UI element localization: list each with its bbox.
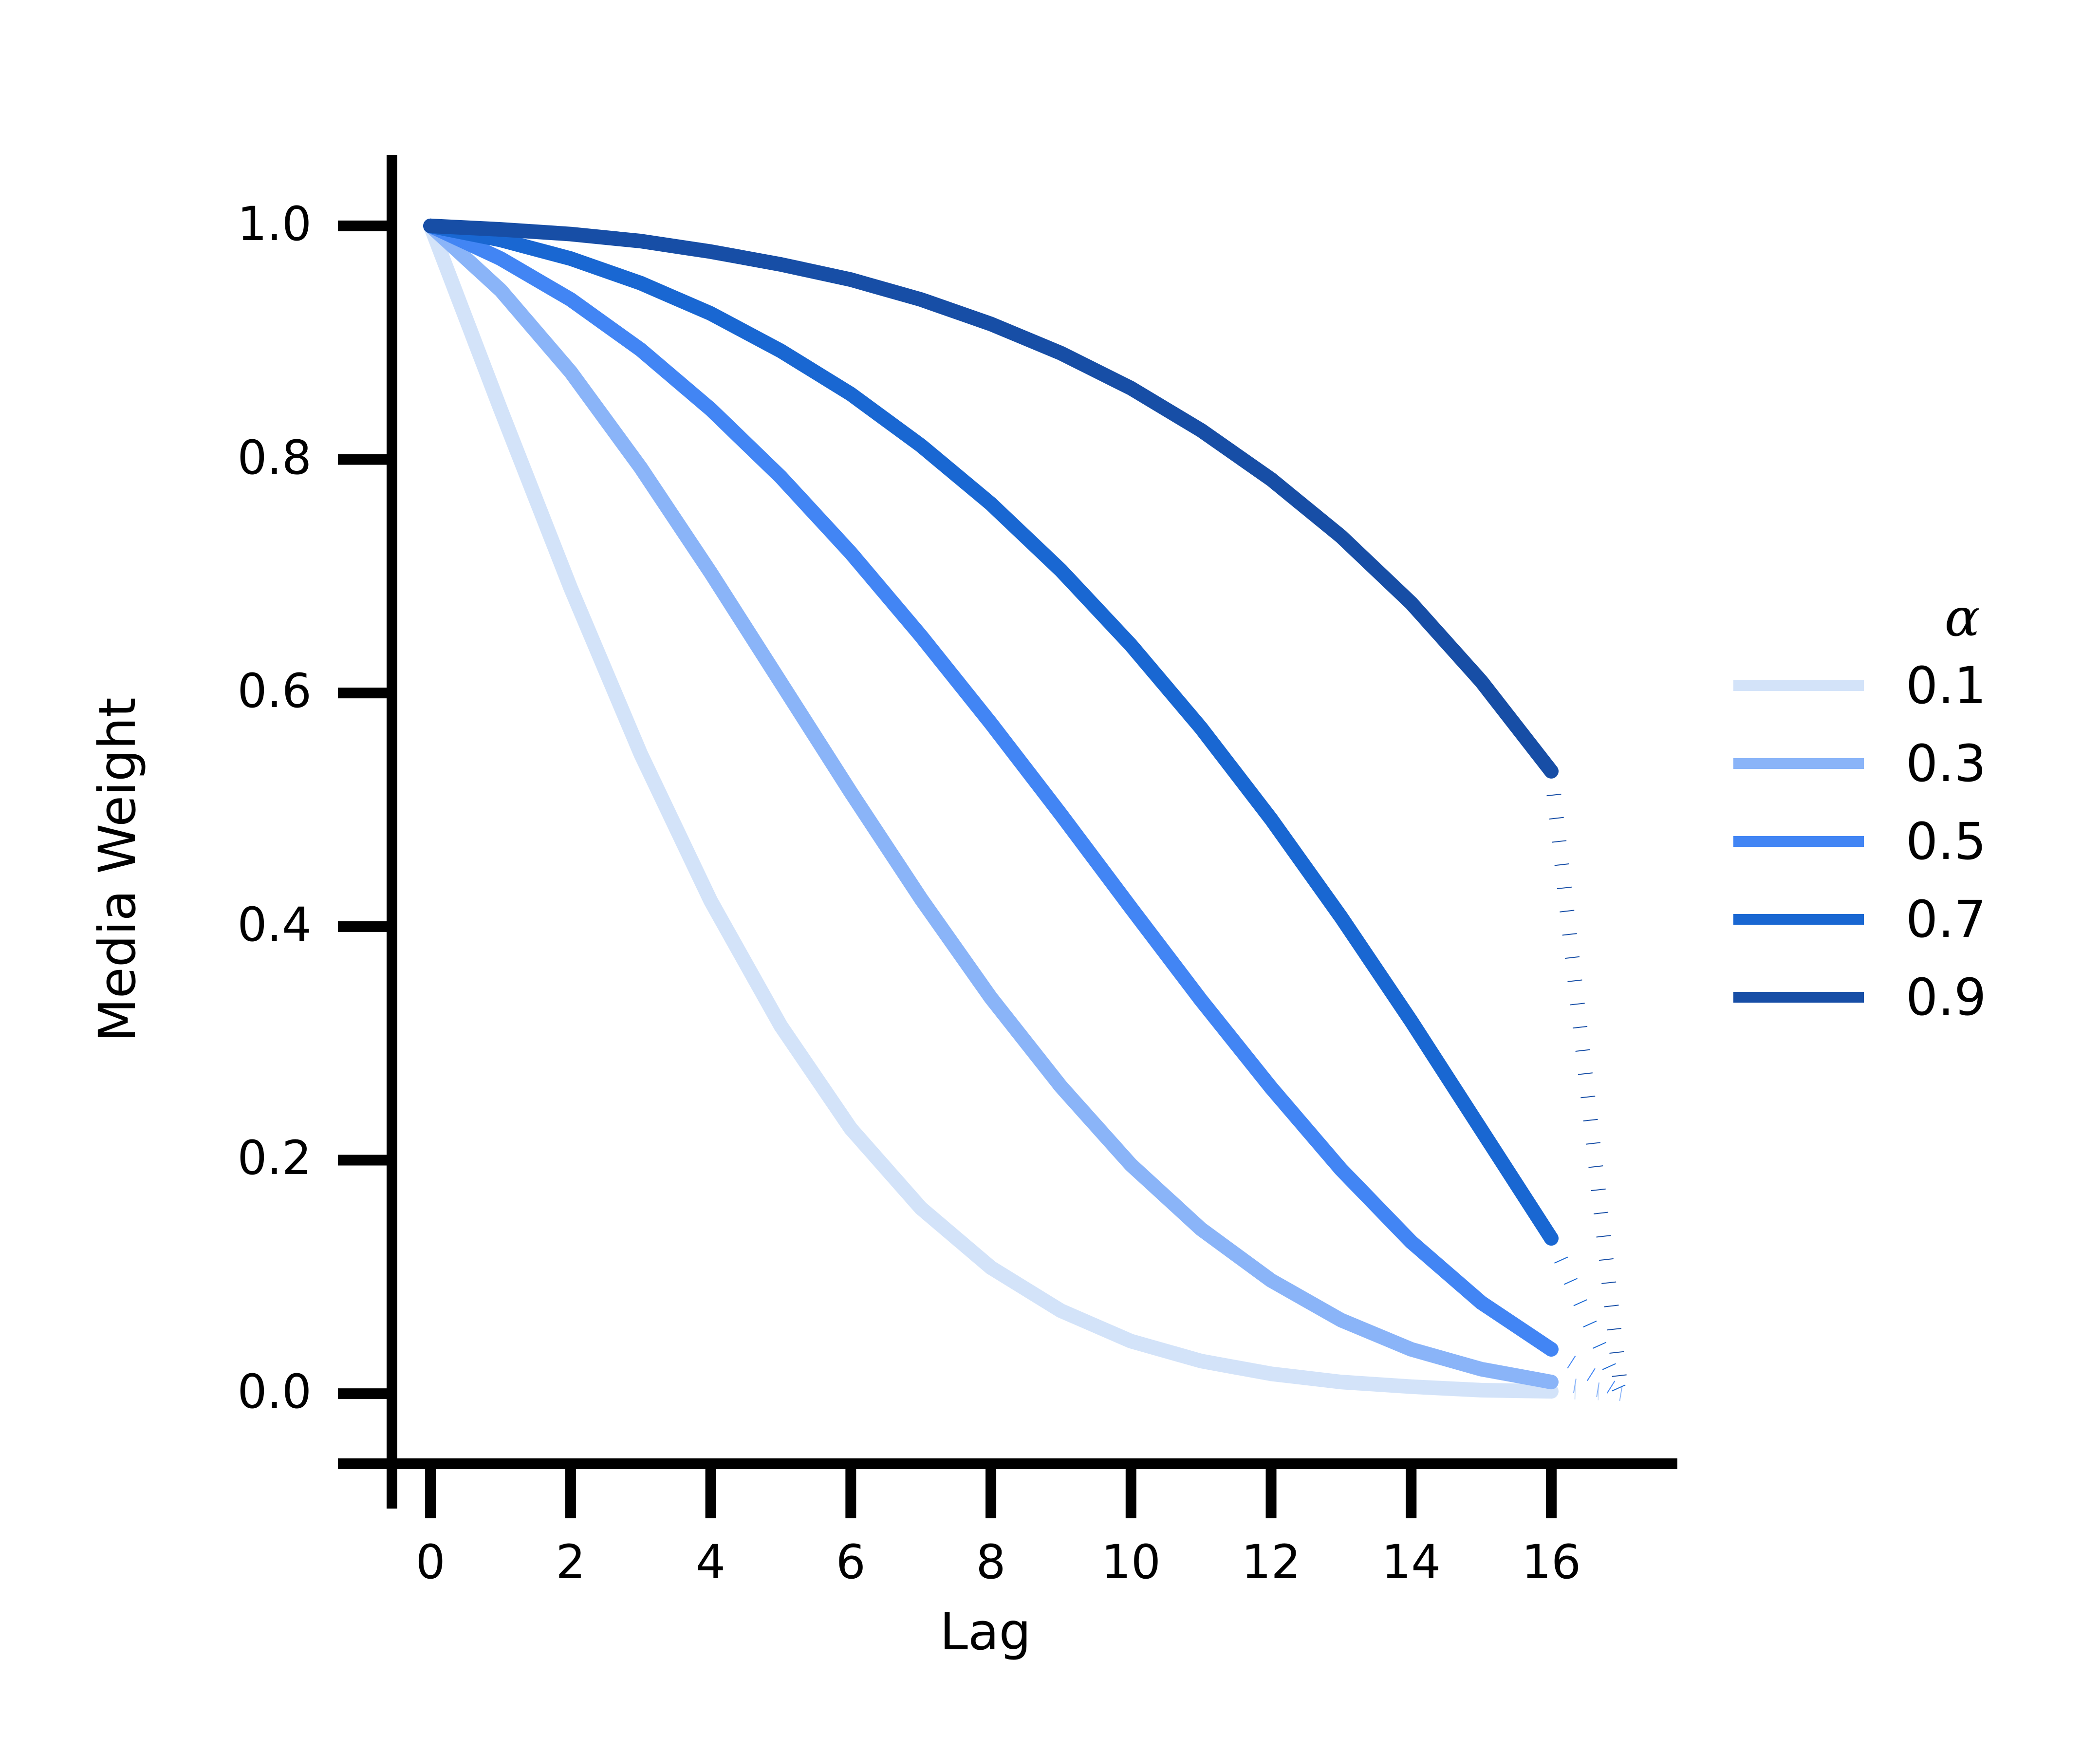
x-axis-label: Lag [940,1602,1031,1661]
legend-color-swatch [1733,758,1864,769]
y-tick-label: 0.6 [237,664,312,719]
legend-entry-label: 0.1 [1906,656,1987,715]
legend-color-swatch [1733,836,1864,847]
legend-entry[interactable]: 0.3 [1733,727,2074,800]
legend-entry-label: 0.9 [1906,968,1987,1027]
x-tick-label: 4 [696,1535,726,1589]
x-tick-label: 12 [1241,1535,1301,1589]
legend-entry[interactable]: 0.7 [1733,883,2074,956]
legend-entry[interactable]: 0.5 [1733,805,2074,878]
legend-title: α [1944,587,1980,648]
x-tick-label: 16 [1521,1535,1581,1589]
y-tick-label: 0.2 [237,1131,312,1186]
legend-entry-label: 0.7 [1906,890,1987,949]
legend-color-swatch [1733,992,1864,1003]
legend-color-swatch [1733,680,1864,691]
legend-entry[interactable]: 0.9 [1733,961,2074,1034]
y-tick-label: 1.0 [237,196,312,251]
series-curves [423,218,1629,1401]
legend: α 0.1 0.3 0.5 0.7 0.9 [1733,592,2074,1034]
legend-entry[interactable]: 0.1 [1733,649,2074,722]
x-axis-ticks [425,1464,1557,1518]
y-tick-label: 0.0 [237,1364,312,1419]
legend-color-swatch [1733,914,1864,925]
x-tick-label: 14 [1381,1535,1441,1589]
x-tick-label: 0 [415,1535,446,1589]
x-tick-label: 2 [556,1535,586,1589]
x-tick-label: 6 [836,1535,866,1589]
x-tick-label: 8 [976,1535,1006,1589]
y-tick-label: 0.8 [237,430,312,485]
legend-entry-label: 0.3 [1906,734,1987,793]
y-axis-ticks [338,220,392,1399]
legend-entry-label: 0.5 [1906,812,1987,871]
x-tick-label: 10 [1101,1535,1161,1589]
y-axis-label: Media Weight [88,697,147,1042]
y-tick-label: 0.4 [237,897,312,952]
legend-entries: 0.1 0.3 0.5 0.7 0.9 [1733,649,2074,1034]
